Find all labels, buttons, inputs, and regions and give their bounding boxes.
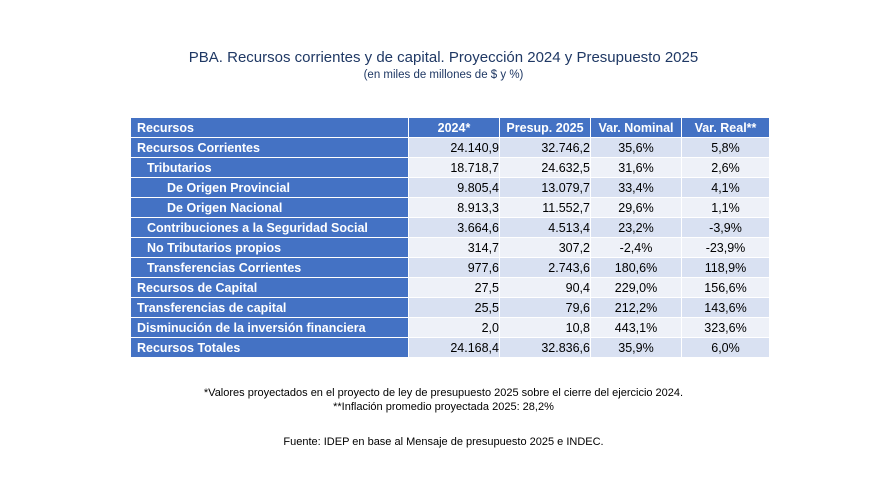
- row-label: Recursos de Capital: [130, 277, 409, 298]
- cell-2024: 24.168,4: [408, 337, 500, 358]
- row-label: No Tributarios propios: [130, 237, 409, 258]
- table-row: Tributarios 18.718,7 24.632,5 31,6% 2,6%: [130, 157, 770, 178]
- column-header-var-real: Var. Real**: [681, 117, 770, 138]
- cell-var-nominal: 31,6%: [590, 157, 682, 178]
- cell-2024: 3.664,6: [408, 217, 500, 238]
- row-label: De Origen Nacional: [130, 197, 409, 218]
- table-row: Transferencias Corrientes 977,6 2.743,6 180…: [130, 257, 770, 278]
- table-row: Disminución de la inversión financiera 2,…: [130, 317, 770, 338]
- cell-2024: 2,0: [408, 317, 500, 338]
- cell-presup-2025: 24.632,5: [499, 157, 591, 178]
- source-note: Fuente: IDEP en base al Mensaje de presu…: [283, 436, 604, 448]
- table-row: De Origen Provincial 9.805,4 13.079,7 33,4%…: [130, 177, 770, 198]
- cell-2024: 314,7: [408, 237, 500, 258]
- table-header-row: Recursos 2024* Presup. 2025 Var. Nominal…: [130, 117, 770, 138]
- cell-var-nominal: -2,4%: [590, 237, 682, 258]
- cell-var-nominal: 29,6%: [590, 197, 682, 218]
- column-header-presup-2025: Presup. 2025: [499, 117, 591, 138]
- cell-2024: 8.913,3: [408, 197, 500, 218]
- cell-var-real: 323,6%: [681, 317, 770, 338]
- table-row: No Tributarios propios 314,7 307,2 -2,4% -23…: [130, 237, 770, 258]
- cell-presup-2025: 79,6: [499, 297, 591, 318]
- cell-var-real: 118,9%: [681, 257, 770, 278]
- cell-presup-2025: 2.743,6: [499, 257, 591, 278]
- cell-var-real: -3,9%: [681, 217, 770, 238]
- cell-var-nominal: 229,0%: [590, 277, 682, 298]
- cell-2024: 27,5: [408, 277, 500, 298]
- row-label: Contribuciones a la Seguridad Social: [130, 217, 409, 238]
- cell-presup-2025: 32.836,6: [499, 337, 591, 358]
- cell-presup-2025: 90,4: [499, 277, 591, 298]
- cell-var-nominal: 180,6%: [590, 257, 682, 278]
- footnote-projection: *Valores proyectados en el proyecto de l…: [203, 387, 684, 399]
- cell-var-real: 1,1%: [681, 197, 770, 218]
- cell-var-nominal: 33,4%: [590, 177, 682, 198]
- table-row: Transferencias de capital 25,5 79,6 212,2% 1…: [130, 297, 770, 318]
- cell-presup-2025: 4.513,4: [499, 217, 591, 238]
- cell-var-real: 2,6%: [681, 157, 770, 178]
- cell-var-nominal: 443,1%: [590, 317, 682, 338]
- row-label: Disminución de la inversión financiera: [130, 317, 409, 338]
- cell-presup-2025: 307,2: [499, 237, 591, 258]
- page-title: PBA. Recursos corrientes y de capital. P…: [188, 49, 699, 66]
- cell-2024: 9.805,4: [408, 177, 500, 198]
- cell-var-real: 5,8%: [681, 137, 770, 158]
- cell-presup-2025: 10,8: [499, 317, 591, 338]
- row-label: Transferencias de capital: [130, 297, 409, 318]
- table-row: Recursos Corrientes 24.140,9 32.746,2 35,6%…: [130, 137, 770, 158]
- row-label: De Origen Provincial: [130, 177, 409, 198]
- cell-var-nominal: 23,2%: [590, 217, 682, 238]
- cell-var-real: 4,1%: [681, 177, 770, 198]
- column-header-var-nominal: Var. Nominal: [590, 117, 682, 138]
- cell-var-real: -23,9%: [681, 237, 770, 258]
- row-label: Transferencias Corrientes: [130, 257, 409, 278]
- cell-presup-2025: 11.552,7: [499, 197, 591, 218]
- cell-2024: 24.140,9: [408, 137, 500, 158]
- cell-presup-2025: 32.746,2: [499, 137, 591, 158]
- row-label: Recursos Corrientes: [130, 137, 409, 158]
- row-label: Tributarios: [130, 157, 409, 178]
- cell-var-nominal: 212,2%: [590, 297, 682, 318]
- cell-presup-2025: 13.079,7: [499, 177, 591, 198]
- footnote-inflation: **Inflación promedio proyectada 2025: 28…: [333, 401, 554, 413]
- cell-2024: 18.718,7: [408, 157, 500, 178]
- cell-2024: 25,5: [408, 297, 500, 318]
- cell-var-real: 6,0%: [681, 337, 770, 358]
- resources-table: Recursos 2024* Presup. 2025 Var. Nominal…: [130, 117, 770, 358]
- table-body: Recursos Corrientes 24.140,9 32.746,2 35,6%…: [130, 137, 770, 358]
- page-subtitle: (en miles de millones de $ y %): [363, 69, 524, 81]
- cell-var-real: 156,6%: [681, 277, 770, 298]
- table-row: Contribuciones a la Seguridad Social 3.66…: [130, 217, 770, 238]
- table-row: Recursos Totales 24.168,4 32.836,6 35,9% 6,0…: [130, 337, 770, 358]
- table-row: De Origen Nacional 8.913,3 11.552,7 29,6% 1,…: [130, 197, 770, 218]
- cell-var-nominal: 35,9%: [590, 337, 682, 358]
- column-header-2024: 2024*: [408, 117, 500, 138]
- row-label: Recursos Totales: [130, 337, 409, 358]
- column-header-recursos: Recursos: [130, 117, 409, 138]
- cell-var-real: 143,6%: [681, 297, 770, 318]
- table-row: Recursos de Capital 27,5 90,4 229,0% 156,6%: [130, 277, 770, 298]
- cell-var-nominal: 35,6%: [590, 137, 682, 158]
- cell-2024: 977,6: [408, 257, 500, 278]
